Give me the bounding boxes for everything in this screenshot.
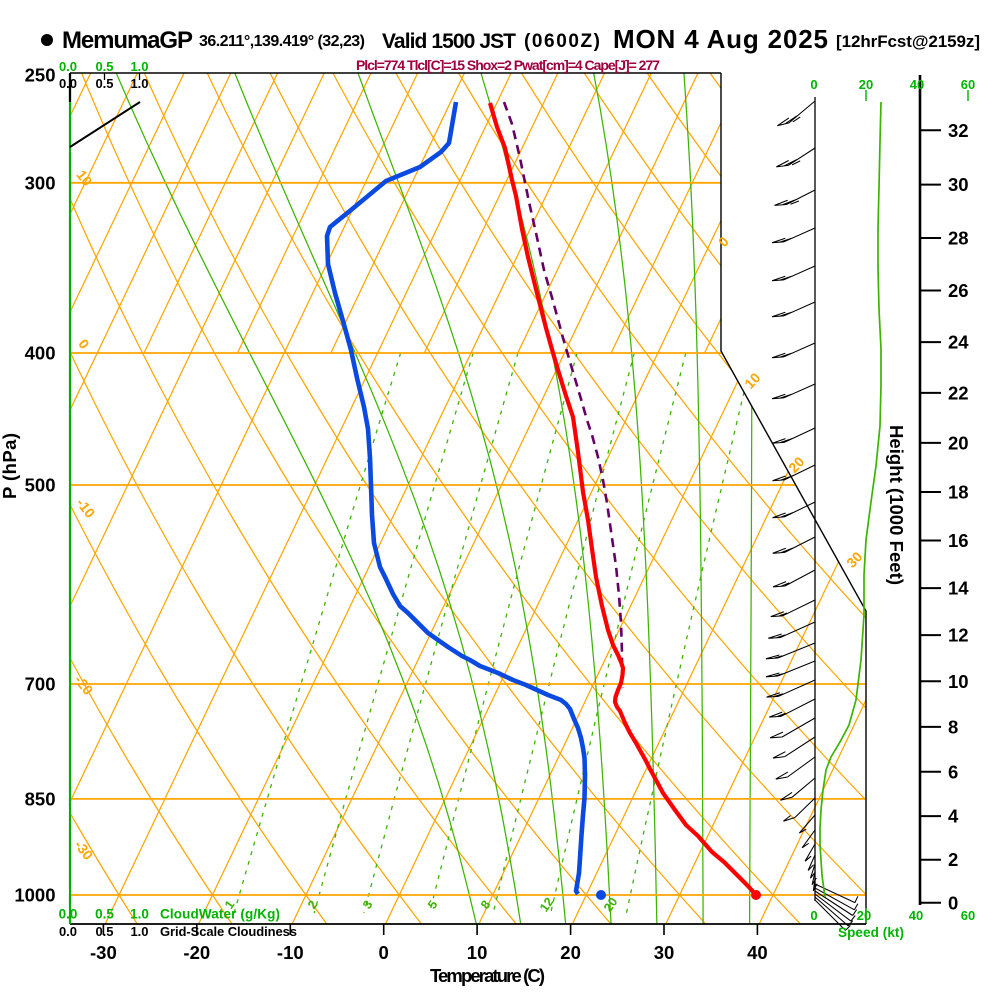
svg-text:0.0: 0.0 [59,76,77,91]
svg-text:20: 20 [948,432,969,453]
svg-text:14: 14 [948,578,969,599]
svg-text:300: 300 [25,172,56,193]
svg-text:MON 4 Aug 2025: MON 4 Aug 2025 [613,24,828,54]
svg-text:18: 18 [948,482,969,503]
svg-text:10: 10 [741,369,763,391]
svg-text:20: 20 [857,908,871,923]
svg-text:40: 40 [909,908,923,923]
svg-text:60: 60 [961,77,975,92]
svg-text:40: 40 [747,942,768,963]
svg-text:0.5: 0.5 [95,907,114,922]
svg-text:16: 16 [948,530,969,551]
svg-text:8: 8 [948,716,958,737]
svg-text:30: 30 [654,942,675,963]
svg-text:Speed (kt): Speed (kt) [838,925,904,940]
svg-text:20: 20 [859,77,873,92]
svg-text:1000: 1000 [14,885,55,906]
svg-text:1.0: 1.0 [130,76,148,91]
svg-text:26: 26 [948,280,969,301]
svg-text:1.0: 1.0 [130,59,148,74]
svg-text:-10: -10 [73,495,98,521]
svg-text:-20: -20 [71,672,96,698]
svg-text:0: 0 [810,908,817,923]
svg-text:10: 10 [73,167,95,189]
svg-text:Temperature (C): Temperature (C) [430,965,545,986]
svg-text:850: 850 [25,788,56,809]
svg-text:20: 20 [601,895,620,914]
svg-text:30: 30 [843,548,865,570]
svg-text:(0600Z): (0600Z) [524,31,600,52]
svg-text:0.0: 0.0 [59,924,77,939]
svg-text:1.0: 1.0 [130,924,148,939]
svg-text:22: 22 [948,382,969,403]
svg-text:400: 400 [25,343,56,364]
svg-text:0: 0 [810,77,817,92]
svg-text:4: 4 [948,806,959,827]
svg-text:32: 32 [948,120,969,141]
svg-text:0.5: 0.5 [95,924,113,939]
svg-text:-30: -30 [71,837,96,863]
svg-text:-20: -20 [183,942,210,963]
svg-text:8: 8 [478,898,493,912]
svg-text:12: 12 [537,895,556,914]
svg-text:5: 5 [425,898,440,912]
svg-text:60: 60 [961,908,975,923]
svg-text:20: 20 [560,942,581,963]
svg-text:36.211°,139.419° (32,23): 36.211°,139.419° (32,23) [199,33,365,50]
svg-text:-30: -30 [90,942,117,963]
svg-text:-10: -10 [277,942,304,963]
svg-text:500: 500 [25,475,56,496]
svg-text:P (hPa): P (hPa) [0,433,20,499]
svg-text:0.5: 0.5 [95,59,113,74]
svg-text:2: 2 [305,898,320,912]
svg-text:28: 28 [948,228,969,249]
svg-text:Height (1000 Feet): Height (1000 Feet) [886,425,907,585]
svg-text:0.0: 0.0 [59,907,78,922]
svg-text:Grid-Scale Cloudiness: Grid-Scale Cloudiness [160,924,297,939]
svg-text:0.5: 0.5 [95,76,113,91]
svg-text:[12hrFcst@2159z]: [12hrFcst@2159z] [836,32,980,51]
svg-text:250: 250 [25,65,56,86]
svg-text:6: 6 [948,761,958,782]
svg-text:MemumaGP: MemumaGP [62,27,193,54]
svg-text:40: 40 [910,77,924,92]
svg-text:0: 0 [715,233,732,250]
svg-text:CloudWater (g/Kg): CloudWater (g/Kg) [160,907,280,922]
svg-text:30: 30 [948,174,969,195]
svg-text:12: 12 [948,625,969,646]
svg-text:0.0: 0.0 [59,59,77,74]
svg-text:0: 0 [948,892,958,913]
svg-text:3: 3 [360,898,375,912]
svg-text:24: 24 [948,332,969,353]
svg-text:0: 0 [379,942,389,963]
svg-text:700: 700 [25,674,56,695]
svg-text:Plcl=774 Tlcl[C]=15 Shox=2 Pwa: Plcl=774 Tlcl[C]=15 Shox=2 Pwat[cm]=4 Ca… [356,57,660,73]
svg-text:1.0: 1.0 [130,907,149,922]
svg-text:2: 2 [948,849,958,870]
svg-text:10: 10 [948,671,969,692]
svg-text:Valid 1500 JST: Valid 1500 JST [382,30,516,53]
svg-text:0: 0 [75,336,93,352]
svg-text:10: 10 [467,942,488,963]
